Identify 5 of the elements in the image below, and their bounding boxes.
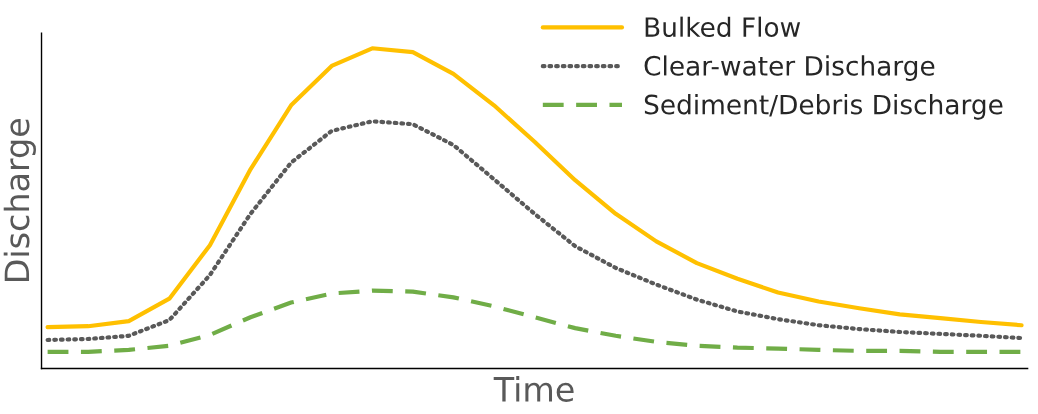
x-axis-title: Time	[493, 376, 574, 402]
legend-label: Clear-water Discharge	[644, 55, 935, 81]
y-axis-title: Discharge	[3, 119, 36, 281]
legend-label: Sediment/Debris Discharge	[644, 94, 1003, 120]
legend-label: Bulked Flow	[645, 16, 801, 38]
